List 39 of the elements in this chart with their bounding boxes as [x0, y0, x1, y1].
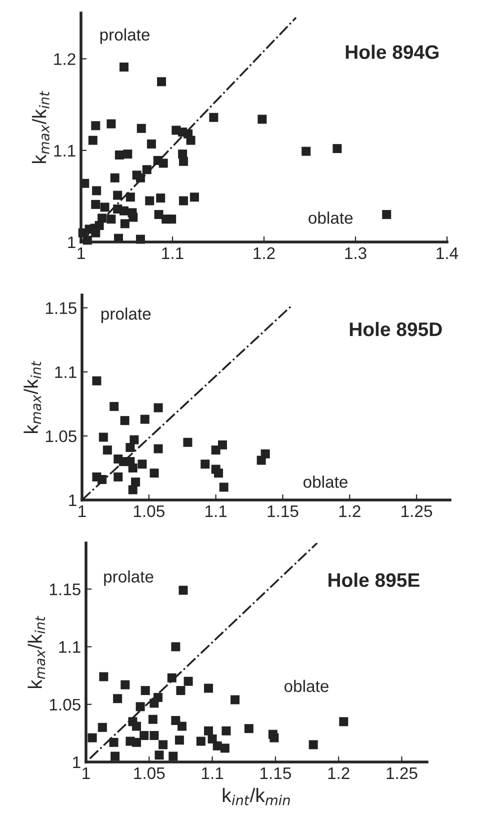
x-tick-label: 1.25 — [386, 767, 418, 780]
annotation: prolate — [100, 28, 150, 44]
y-axis-title: k$_{max}$/k$_{int}$ — [32, 90, 50, 164]
y-tick-label: 1.1 — [59, 641, 80, 653]
y-tick-label: 1.1 — [54, 144, 76, 156]
x-tick-label: 1.05 — [134, 505, 164, 518]
x-tick-label: 1.1 — [202, 767, 224, 779]
y-tick-label: 1.15 — [46, 302, 76, 314]
x-tick-label: 1.15 — [268, 505, 298, 518]
x-tick-label: 1.2 — [339, 505, 360, 517]
annotation: oblate — [304, 476, 348, 488]
y-tick-label: 1.2 — [54, 53, 76, 65]
y-tick-label: 1.1 — [55, 366, 76, 378]
text: Hole 895E — [328, 572, 420, 587]
annotation: oblate — [308, 212, 353, 224]
y-tick-label: 1 — [68, 236, 76, 248]
x-axis-title: k$_{int}$/k$_{min}$ — [222, 788, 290, 806]
x-tick-label: 1 — [82, 767, 90, 779]
x-tick-label: 1.05 — [134, 767, 165, 780]
text: Hole 894G — [346, 44, 438, 59]
y-axis-title: k$_{max}$/k$_{int}$ — [24, 360, 42, 434]
annotation: prolate — [101, 308, 151, 324]
text: Hole 895D — [350, 322, 442, 336]
y-tick-label: 1 — [69, 494, 76, 506]
y-axis-title: k$_{max}$/k$_{int}$ — [28, 616, 46, 688]
x-tick-label: 1.1 — [162, 247, 184, 259]
y-tick-label: 1.15 — [50, 584, 80, 596]
x-tick-label: 1.15 — [260, 767, 291, 780]
x-tick-label: 1.2 — [254, 247, 275, 259]
x-tick-label: 1.4 — [436, 247, 458, 259]
x-tick-label: 1.2 — [328, 767, 350, 779]
x-tick-label: 1.25 — [402, 505, 432, 518]
y-tick-label: 1.05 — [46, 430, 76, 442]
x-tick-label: 1.3 — [345, 247, 366, 260]
annotation: prolate — [104, 570, 154, 586]
y-tick-label: 1 — [73, 756, 80, 768]
x-tick-label: 1.1 — [206, 505, 227, 517]
annotation: oblate — [284, 680, 328, 692]
y-tick-label: 1.05 — [50, 698, 80, 711]
